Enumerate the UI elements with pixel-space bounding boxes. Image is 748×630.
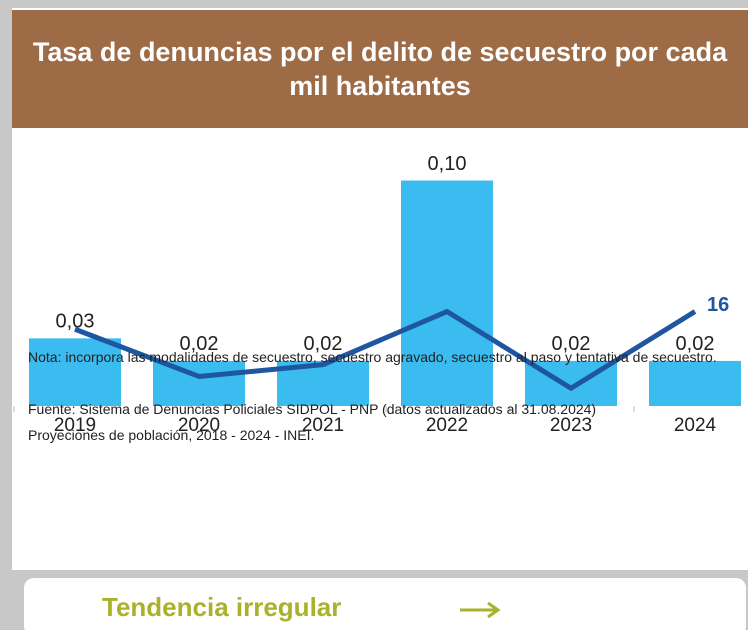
data-label: 0,10 xyxy=(428,153,467,175)
source: Proyeciones de población, 2018 - 2024 - … xyxy=(28,427,315,443)
data-label: 0,02 xyxy=(304,333,343,355)
x-tick-label: 2020 xyxy=(178,415,220,436)
bar xyxy=(29,338,121,406)
data-label: 0,02 xyxy=(676,333,715,355)
data-label: 0,02 xyxy=(552,333,591,355)
bar xyxy=(649,360,741,406)
note: Nota: incorpora las modalidades de secue… xyxy=(28,349,717,365)
data-label: 0,03 xyxy=(56,311,95,333)
x-tick-label: 2022 xyxy=(426,415,468,436)
data-label: 0,02 xyxy=(180,333,219,355)
chart: 2019 2020 2021 2022 2023 2024 0,03 0,02 0,02 0,10… xyxy=(13,153,741,436)
footer-box: Tendencia irregular xyxy=(24,578,746,630)
bar xyxy=(153,360,245,406)
line-label: 16 xyxy=(707,294,729,316)
footer: Tendencia irregular xyxy=(12,570,748,630)
x-tick-label: 2023 xyxy=(550,415,592,436)
x-tick-label: 2024 xyxy=(674,415,717,436)
chart-title: Tasa de denuncias por el delito de secue… xyxy=(12,10,748,128)
arrow-icon xyxy=(460,601,501,619)
trend-label: Tendencia irregular xyxy=(102,592,342,622)
x-tick-label: 2021 xyxy=(302,415,344,436)
line xyxy=(74,309,697,391)
bar xyxy=(401,180,493,406)
source: Fuente: Sistema de Denuncias Policiales … xyxy=(28,401,597,417)
x-tick-label: 2019 xyxy=(54,415,96,436)
